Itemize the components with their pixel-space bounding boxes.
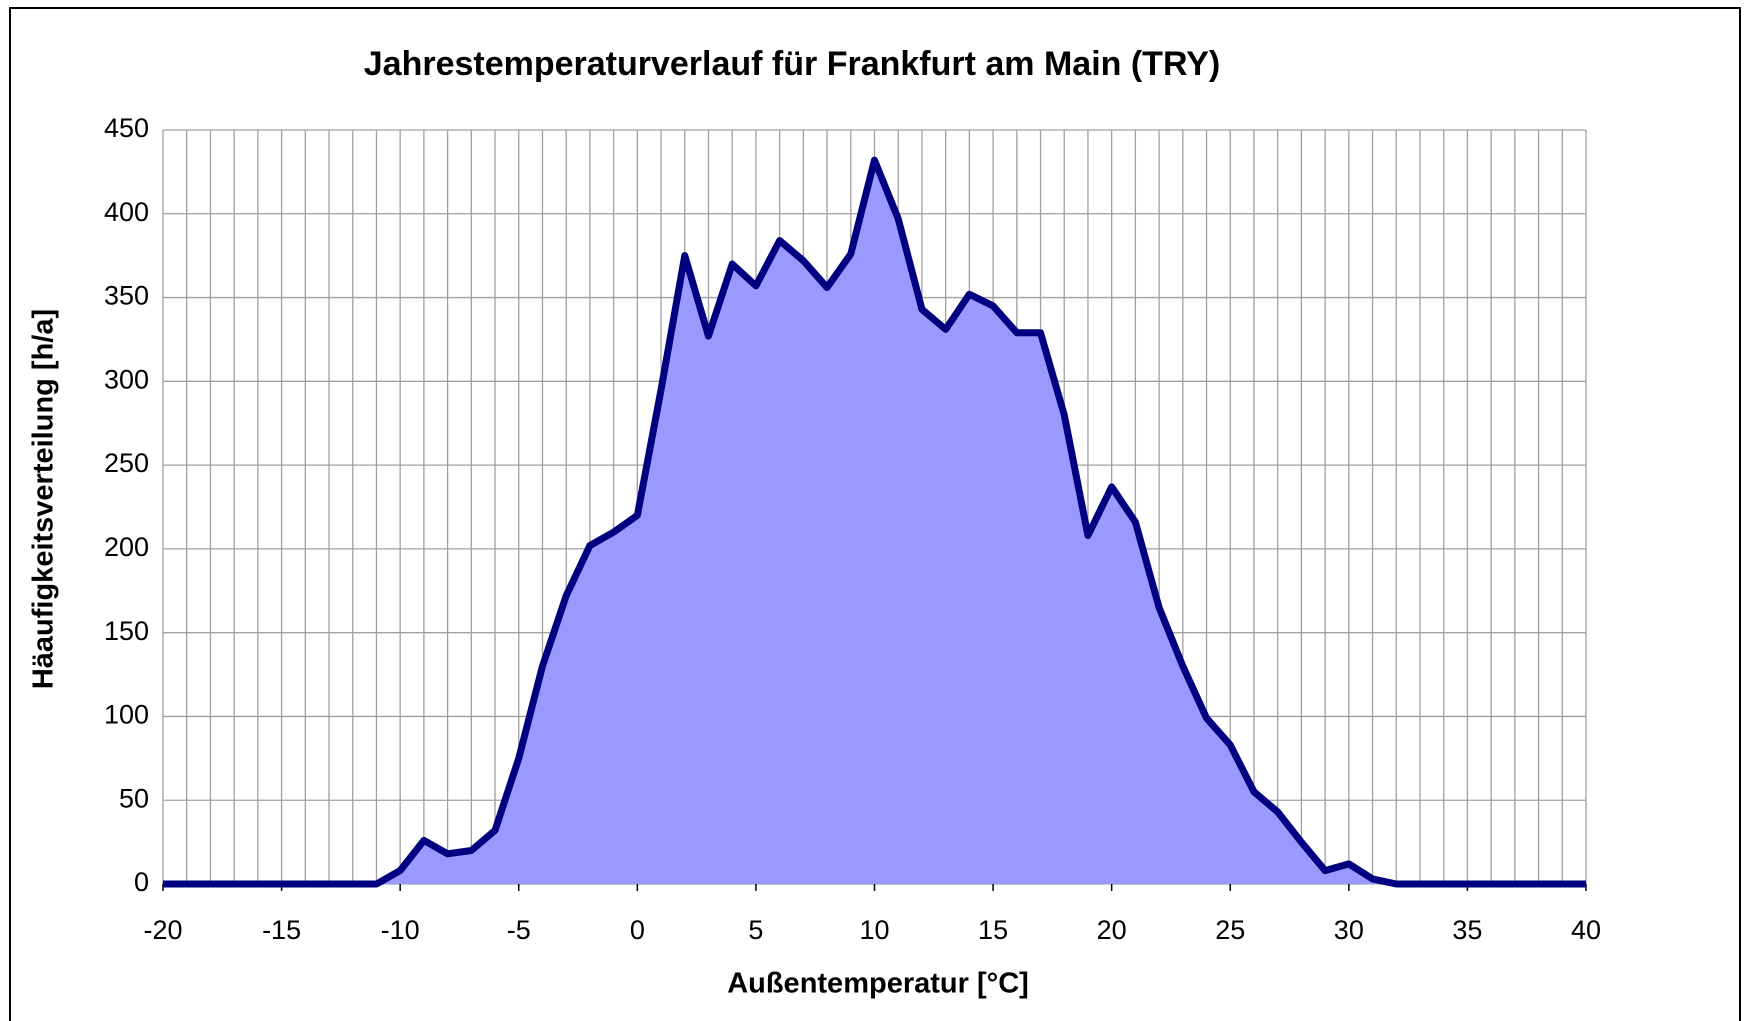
y-tick-label: 0	[134, 867, 149, 897]
x-tick-label: -15	[262, 915, 301, 945]
y-axis-label: Häaufigkeitsverteilung [h/a]	[28, 309, 60, 689]
x-tick-label: 35	[1452, 915, 1482, 945]
x-tick-label: 40	[1571, 915, 1601, 945]
y-tick-label: 350	[104, 281, 149, 311]
y-tick-label: 250	[104, 448, 149, 478]
y-tick-label: 450	[104, 113, 149, 143]
x-tick-label: 5	[748, 915, 763, 945]
x-tick-label: -10	[381, 915, 420, 945]
area	[163, 160, 1586, 884]
y-tick-label: 50	[119, 783, 149, 813]
y-tick-label: 200	[104, 532, 149, 562]
x-tick-label: 20	[1097, 915, 1127, 945]
y-tick-label: 150	[104, 616, 149, 646]
y-tick-label: 100	[104, 700, 149, 730]
x-tick-label: -5	[507, 915, 531, 945]
chart-title: Jahrestemperaturverlauf für Frankfurt am…	[364, 45, 1221, 83]
x-tick-label: 30	[1334, 915, 1364, 945]
line	[163, 156, 1586, 888]
x-axis-label: Außentemperatur [°C]	[727, 968, 1029, 1000]
x-tick-label: 10	[859, 915, 889, 945]
y-tick-label: 400	[104, 197, 149, 227]
x-tick-label: 25	[1215, 915, 1245, 945]
y-tick-label: 300	[104, 364, 149, 394]
x-tick-label: 0	[630, 915, 645, 945]
x-tick-label: 15	[978, 915, 1008, 945]
x-tick-label: -20	[143, 915, 182, 945]
